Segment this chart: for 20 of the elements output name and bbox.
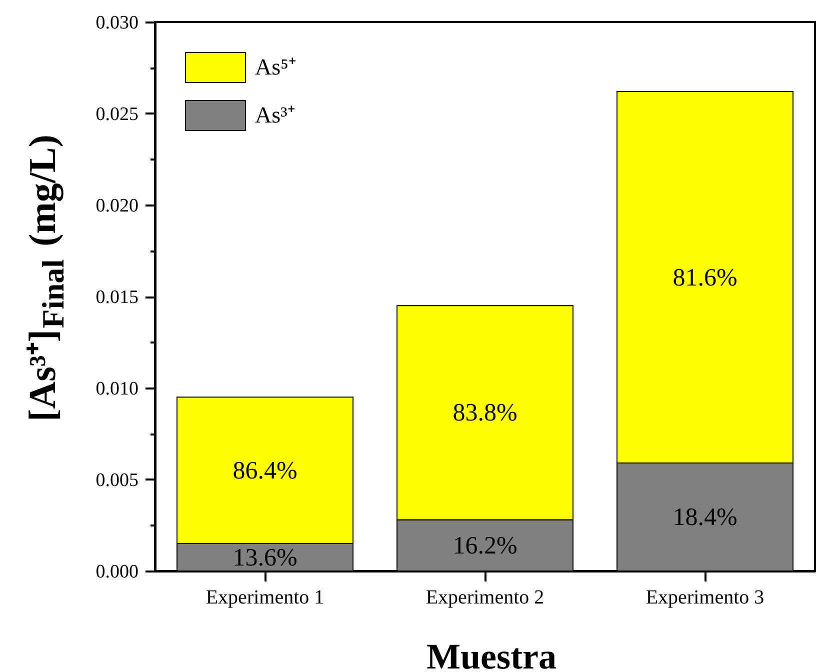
annotation: 81.6% <box>672 264 738 292</box>
y-tick-label: 0.000 <box>96 562 138 582</box>
annotation: 16.2% <box>452 532 518 560</box>
legend-label: As⁵⁺ <box>255 54 297 80</box>
y-axis-title: [As³⁺]Final (mg/L) <box>22 134 70 422</box>
annotation: 86.4% <box>232 457 298 484</box>
x-axis-title: Muestra <box>426 636 556 672</box>
x-tick-label: Experimento 3 <box>646 586 764 608</box>
x-tick-label: Experimento 2 <box>426 586 544 608</box>
annotation: 83.8% <box>452 400 518 427</box>
x-tick-label: Experimento 1 <box>206 586 324 608</box>
y-tick-label: 0.020 <box>96 196 138 216</box>
legend-label: As³⁺ <box>255 102 296 128</box>
y-tick-label: 0.015 <box>96 287 138 308</box>
annotation: 18.4% <box>672 504 738 532</box>
annotation: 13.6% <box>232 544 298 572</box>
y-tick-label: 0.030 <box>96 12 138 34</box>
y-tick-label: 0.005 <box>96 470 138 491</box>
y-tick-label: 0.010 <box>96 378 138 400</box>
y-tick-label: 0.025 <box>96 104 138 125</box>
